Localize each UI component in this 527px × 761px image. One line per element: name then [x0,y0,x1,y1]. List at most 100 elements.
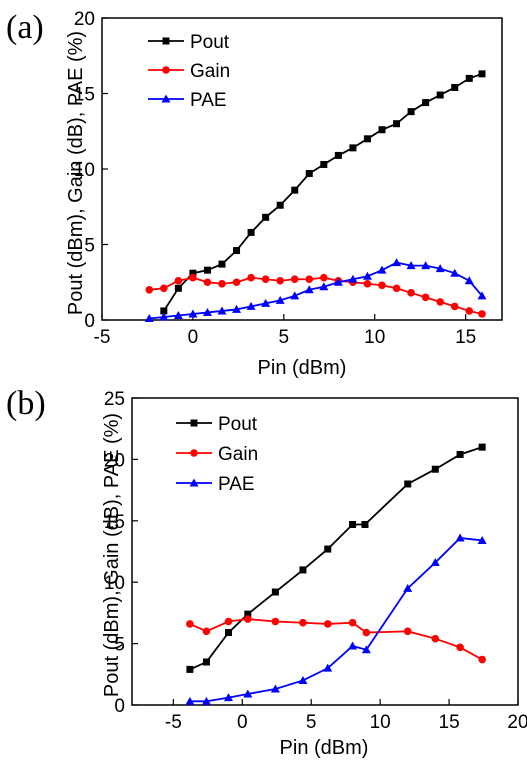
series-pae [185,533,487,705]
panel-b-ticks: -5 0 5 10 15 20 0 5 10 15 20 25 [104,389,527,733]
panel-b-label: (b) [6,385,46,422]
data-point-pout [291,186,299,194]
data-point-gain [421,293,430,302]
legend-marker-gain [162,66,170,74]
data-point-pout [349,144,357,152]
data-point-gain [392,284,401,293]
data-point-pae [202,307,212,316]
data-point-pout [478,443,486,451]
data-point-gain [363,279,372,288]
x-tick-label: 10 [370,712,391,733]
data-point-pout [233,247,241,255]
data-point-pout [186,665,194,673]
data-point-pout [320,160,328,168]
data-point-gain [362,628,371,637]
data-point-pout [276,201,284,209]
data-point-gain [244,615,252,623]
data-point-gain [202,627,211,636]
data-point-gain [261,275,270,284]
data-point-pout [404,480,412,488]
y-tick-label: 5 [84,236,95,257]
data-point-pae [275,295,285,304]
data-point-gain [403,627,412,636]
data-point-gain [378,281,386,290]
data-point-pout [478,70,486,78]
data-point-pae [392,258,402,267]
data-point-gain [276,276,284,285]
series-gain-line [149,276,483,315]
legend-marker-pae [161,94,171,103]
panel-b-x-axis-title: Pin (dBm) [280,737,369,759]
x-tick-label: 20 [507,712,527,733]
data-point-pout [174,284,182,292]
data-point-pout [203,266,211,274]
series-gain [145,273,486,318]
data-point-pae [377,265,387,274]
data-point-gain [436,298,444,306]
data-point-pout [451,83,459,91]
data-point-gain [305,275,314,284]
data-point-pout [456,450,464,458]
data-point-pae [304,285,314,294]
data-point-pae [362,271,372,280]
data-point-pout [349,520,357,528]
data-point-pae [361,645,371,654]
y-tick-label: 5 [114,635,125,656]
data-point-gain [218,279,226,288]
x-tick-label: 15 [439,712,460,733]
data-point-pae [173,310,183,319]
y-tick-label: 10 [104,573,125,594]
data-point-pout [407,108,415,116]
series-pae-line [189,537,483,703]
panel-a-series [144,70,487,322]
panel-b-legend: Pout Gain PAE [176,414,258,495]
data-point-pae [270,684,280,693]
y-tick-label: 15 [74,85,95,106]
data-point-pout [436,91,444,99]
series-pout [160,70,486,315]
data-point-gain [160,284,168,293]
series-gain [186,615,486,664]
y-tick-label: 25 [104,389,125,410]
data-point-pout [422,99,430,107]
data-point-pae [348,641,358,650]
y-tick-label: 0 [84,311,95,332]
data-point-pae [298,675,308,684]
y-tick-label: 20 [74,9,95,30]
panel-b: (b) -5 0 5 10 15 20 0 5 10 15 20 25 Pout Gain PAE Pin… [6,385,527,759]
data-point-pout [244,610,252,618]
x-tick-label: 15 [455,327,476,348]
data-point-pout [247,228,255,236]
legend-marker-gain [190,449,198,457]
panel-a-y-axis-title: Pout (dBm), Gain (dB), PAE (%) [65,31,87,315]
data-point-gain [465,307,474,315]
data-point-gain [271,617,280,626]
data-point-gain [478,655,486,664]
data-point-pout [218,260,226,268]
legend-marker-pout [162,37,170,45]
legend-label-gain: Gain [190,61,230,82]
data-point-gain [320,273,328,282]
data-point-pae [450,268,460,277]
series-pae [144,258,487,322]
data-point-gain [224,617,233,626]
data-point-pout [393,120,401,128]
data-point-pae [159,312,169,321]
panel-b-plot-frame [131,397,519,706]
data-point-pae [201,696,211,705]
panel-a-x-axis-title: Pin (dBm) [258,357,347,379]
data-point-pae [333,277,343,286]
series-pout [186,443,486,673]
data-point-gain [189,273,197,282]
data-point-gain [348,618,357,627]
legend-label-gain: Gain [218,444,258,465]
data-point-gain [247,273,255,282]
data-point-gain [290,275,299,284]
data-point-pout [334,151,342,159]
data-point-gain [203,278,212,287]
data-point-pae [348,274,358,283]
data-point-pout [299,566,307,574]
data-point-pout [305,170,313,178]
x-tick-label: 5 [306,712,317,733]
data-point-pout [202,658,210,666]
